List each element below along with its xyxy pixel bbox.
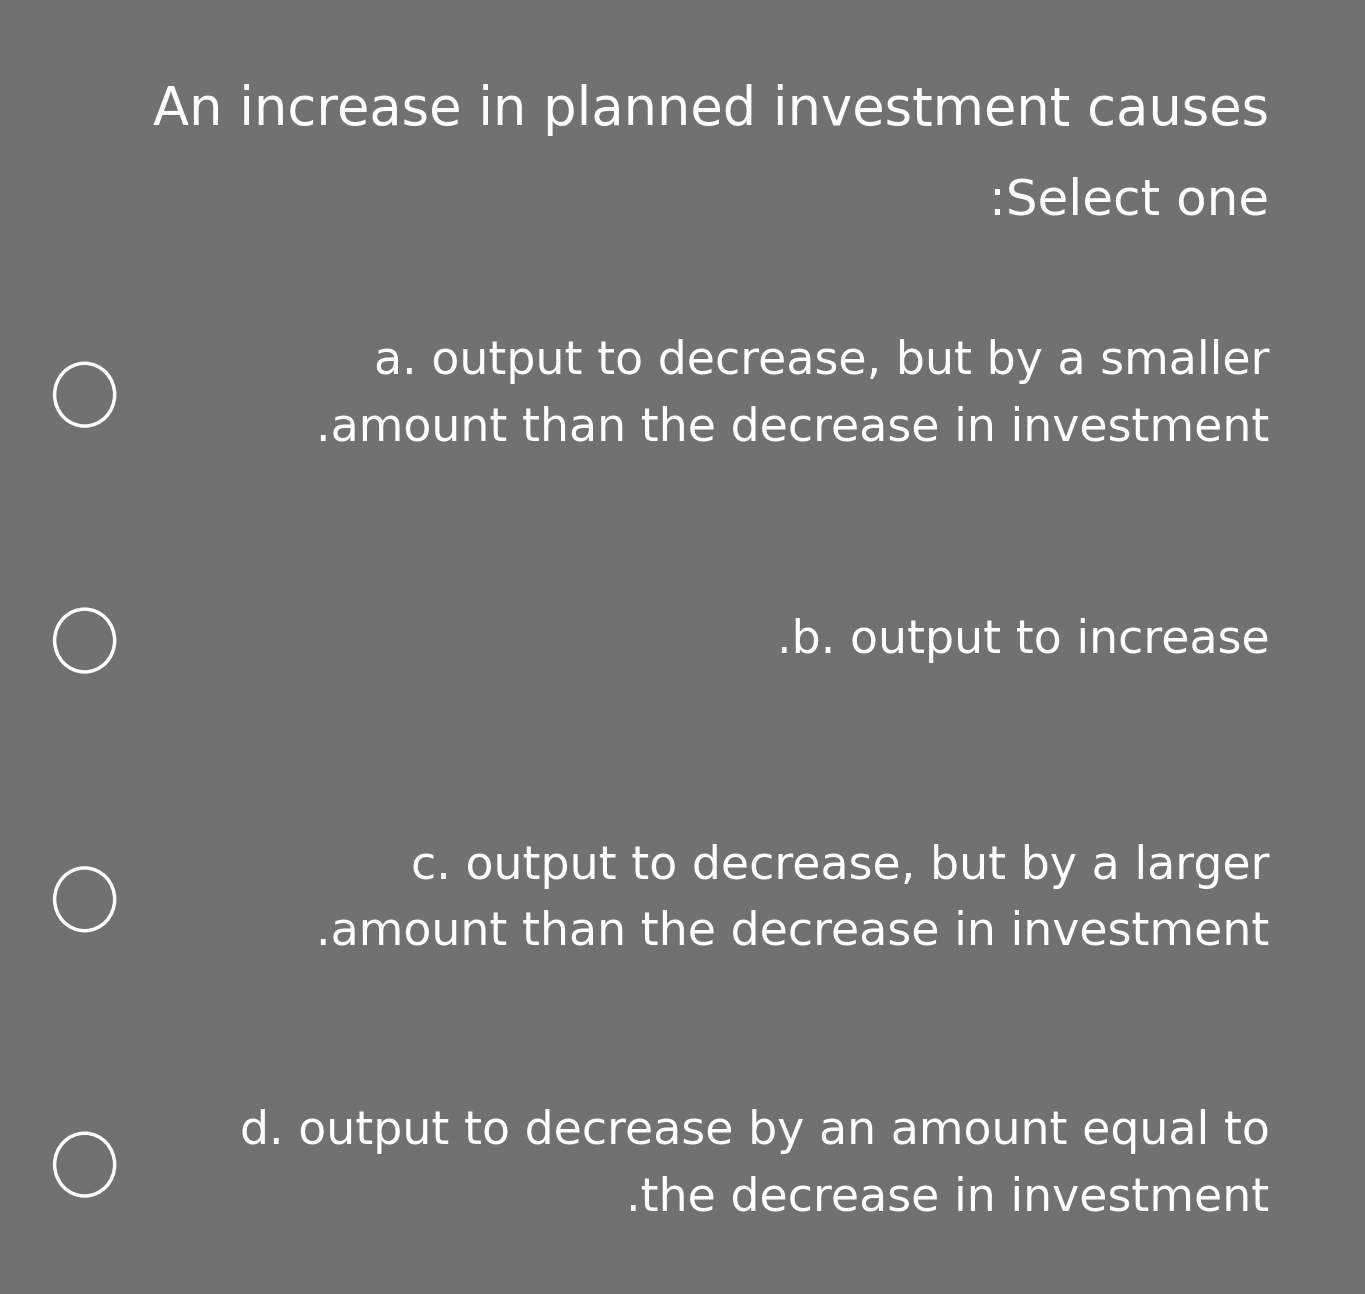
Text: d. output to decrease by an amount equal to
.the decrease in investment: d. output to decrease by an amount equal… <box>240 1109 1269 1220</box>
Text: :Select one: :Select one <box>990 176 1269 225</box>
Text: .b. output to increase: .b. output to increase <box>777 619 1269 663</box>
Text: a. output to decrease, but by a smaller
.amount than the decrease in investment: a. output to decrease, but by a smaller … <box>317 339 1269 450</box>
Text: An increase in planned investment causes: An increase in planned investment causes <box>153 84 1269 136</box>
Text: c. output to decrease, but by a larger
.amount than the decrease in investment: c. output to decrease, but by a larger .… <box>317 844 1269 955</box>
